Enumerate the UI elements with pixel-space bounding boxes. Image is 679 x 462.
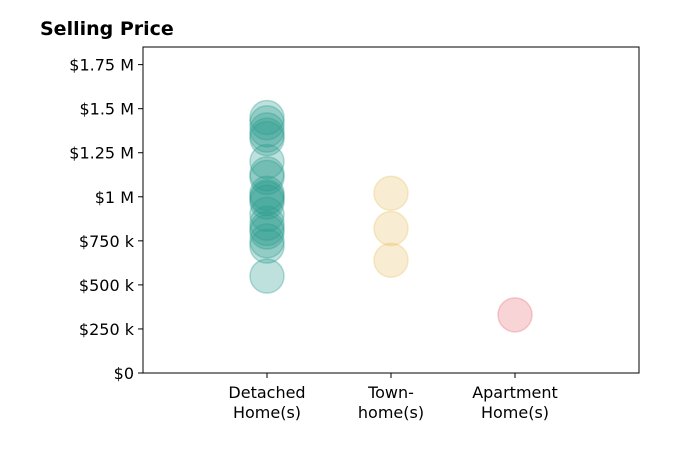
data-points bbox=[249, 99, 533, 333]
data-point bbox=[249, 214, 285, 250]
data-point bbox=[373, 242, 409, 278]
y-tick-label: $1.75 M bbox=[69, 56, 134, 75]
data-point bbox=[497, 297, 533, 333]
y-tick-label: $1.5 M bbox=[79, 100, 134, 119]
x-tick-label: Detached Home(s) bbox=[228, 383, 305, 422]
data-point bbox=[249, 210, 285, 247]
data-point bbox=[249, 117, 285, 153]
data-point bbox=[249, 175, 285, 212]
data-point bbox=[249, 105, 285, 141]
data-point bbox=[249, 228, 285, 264]
data-point bbox=[249, 205, 285, 241]
data-point bbox=[249, 159, 285, 196]
data-point bbox=[249, 196, 285, 233]
data-point bbox=[249, 143, 285, 180]
x-axis: Detached Home(s) Town-home(s) Apartment Home… bbox=[228, 373, 558, 422]
y-tick-label: $500 k bbox=[79, 276, 135, 295]
data-point bbox=[249, 223, 285, 259]
data-point bbox=[249, 120, 285, 157]
data-point bbox=[373, 210, 409, 247]
data-point bbox=[249, 258, 285, 294]
y-tick-label: $1 M bbox=[95, 188, 134, 207]
data-point bbox=[249, 112, 285, 148]
data-point bbox=[249, 180, 285, 217]
y-tick-label: $0 bbox=[114, 364, 134, 383]
chart-title: Selling Price bbox=[40, 18, 174, 40]
data-point bbox=[249, 99, 285, 136]
data-point bbox=[249, 156, 285, 192]
y-tick-label: $750 k bbox=[79, 232, 135, 251]
data-point bbox=[249, 179, 285, 215]
y-tick-label: $1.25 M bbox=[69, 144, 134, 163]
data-point bbox=[249, 184, 285, 220]
data-point bbox=[373, 175, 409, 212]
x-tick-label: Town-home(s) bbox=[358, 383, 424, 422]
x-tick-label: Apartment Home(s) bbox=[472, 383, 558, 422]
y-axis: $0 $250 k $500 k $750 k $1 M $1.25 M $1.5 M $1.… bbox=[69, 56, 143, 383]
y-tick-label: $250 k bbox=[79, 320, 135, 339]
